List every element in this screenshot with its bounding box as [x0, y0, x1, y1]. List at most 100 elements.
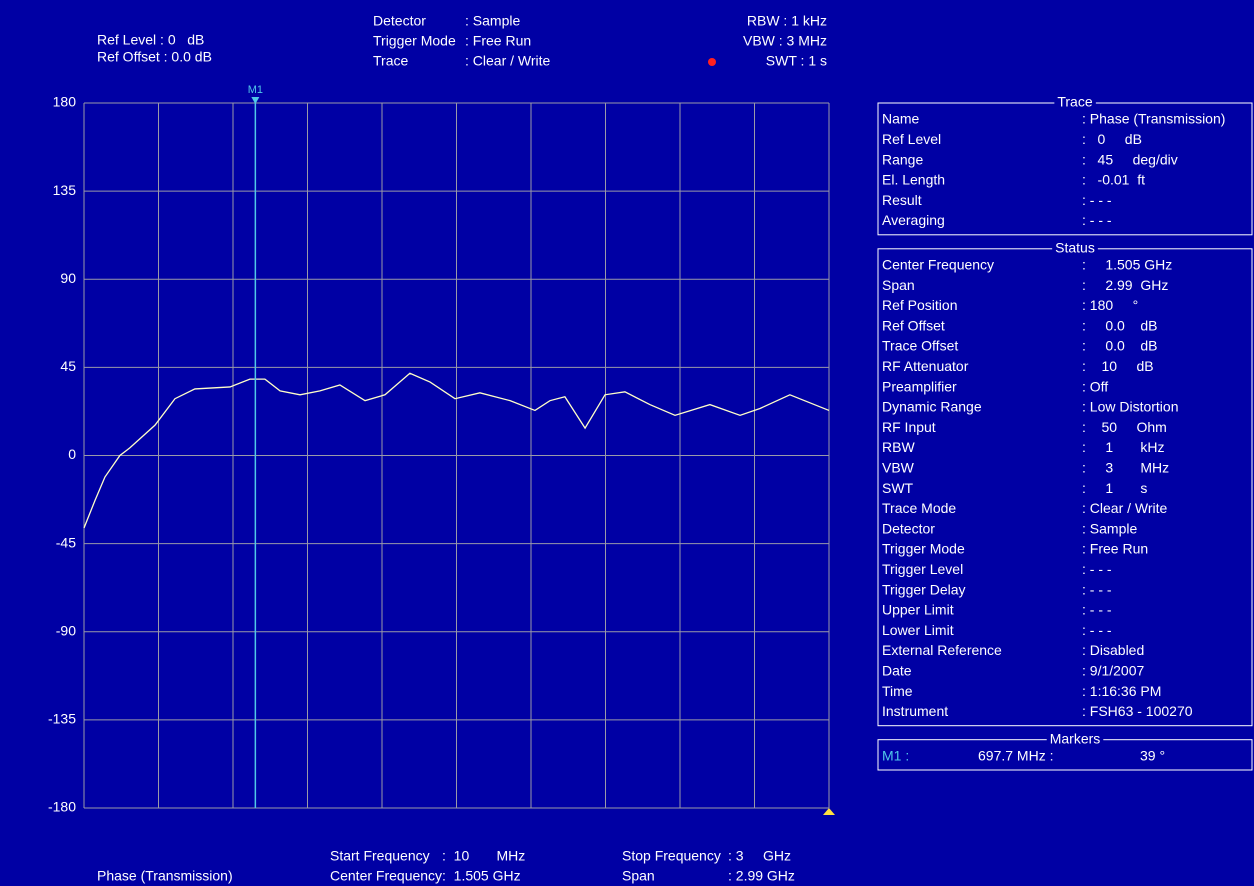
panel-cell: : Free Run	[1082, 541, 1148, 557]
header-setting: VBW : 3 MHz	[743, 33, 827, 49]
panel-title-bg	[1054, 101, 1096, 105]
footer-value: : 10 MHz	[442, 848, 525, 864]
y-tick-label: -90	[56, 622, 76, 638]
y-tick-label: 0	[68, 446, 76, 462]
header-setting: Ref Offset : 0.0 dB	[97, 49, 212, 65]
panel-cell: : 0.0 dB	[1082, 317, 1157, 333]
panel-cell: : -0.01 ft	[1082, 172, 1145, 188]
header-setting: Ref Level : 0 dB	[97, 32, 204, 48]
y-tick-label: -45	[56, 534, 76, 550]
panel-cell: Center Frequency	[882, 257, 994, 273]
panel-cell: : Low Distortion	[1082, 399, 1178, 415]
header-label: Trace	[373, 53, 408, 69]
panel-cell: Range	[882, 151, 923, 167]
ref-position-marker	[823, 808, 835, 815]
panel-cell: : - - -	[1082, 192, 1112, 208]
footer-value: : 1.505 GHz	[442, 868, 521, 884]
panel-cell: : 1:16:36 PM	[1082, 683, 1161, 699]
panel-cell: Dynamic Range	[882, 399, 982, 415]
panel-cell: 39 °	[1140, 747, 1165, 763]
panel-cell: Upper Limit	[882, 602, 954, 618]
panel-cell: : - - -	[1082, 561, 1112, 577]
footer-label: Start Frequency	[330, 848, 430, 864]
panel-title: Trace	[1057, 94, 1092, 110]
panel-cell: Trigger Delay	[882, 581, 966, 597]
panel-cell: Lower Limit	[882, 622, 954, 638]
panel-cell: : 1.505 GHz	[1082, 257, 1172, 273]
y-tick-label: 135	[53, 182, 77, 198]
y-tick-label: 45	[60, 358, 76, 374]
panel-cell: External Reference	[882, 642, 1002, 658]
panel-cell: Instrument	[882, 703, 948, 719]
panel-cell: : Disabled	[1082, 642, 1144, 658]
trace-line	[83, 372, 830, 529]
panel-cell: : 10 dB	[1082, 358, 1154, 374]
header-value: : Sample	[465, 13, 520, 29]
panel-cell: SWT	[882, 480, 914, 496]
panel-cell: : 0 dB	[1082, 131, 1142, 147]
footer-trace-name: Phase (Transmission)	[97, 868, 233, 884]
panel-cell: : - - -	[1082, 212, 1112, 228]
panel-cell: : - - -	[1082, 581, 1112, 597]
panel-cell: RBW	[882, 439, 915, 455]
panel-title: Status	[1055, 240, 1095, 256]
header-setting: RBW : 1 kHz	[747, 13, 827, 29]
header-label: Detector	[373, 13, 426, 29]
panel-cell: Result	[882, 192, 922, 208]
header-value: : Free Run	[465, 33, 531, 49]
panel-cell: : 0.0 dB	[1082, 338, 1157, 354]
footer-label: Span	[622, 868, 655, 884]
panel-cell: : 180 °	[1082, 297, 1138, 313]
panel-cell: : Phase (Transmission)	[1082, 111, 1225, 127]
panel-cell: : FSH63 - 100270	[1082, 703, 1193, 719]
header-value: : Clear / Write	[465, 53, 551, 69]
panel-cell: 697.7 MHz :	[978, 747, 1053, 763]
marker-triangle	[251, 97, 260, 104]
panel-cell: VBW	[882, 460, 915, 476]
header-setting: SWT : 1 s	[766, 53, 827, 69]
y-tick-label: -135	[48, 711, 76, 727]
panel-cell: : - - -	[1082, 602, 1112, 618]
panel-cell: Detector	[882, 520, 935, 536]
panel-cell: : Clear / Write	[1082, 500, 1168, 516]
panel-cell: Trigger Level	[882, 561, 963, 577]
panel-cell: Trace Mode	[882, 500, 956, 516]
panel-cell: : 3 MHz	[1082, 460, 1169, 476]
footer-value: : 3 GHz	[728, 848, 791, 864]
panel-cell: RF Attenuator	[882, 358, 969, 374]
panel-title-bg	[1052, 246, 1098, 251]
panel-cell: Preamplifier	[882, 378, 957, 394]
panel-cell: Averaging	[882, 212, 945, 228]
panel-cell: : - - -	[1082, 622, 1112, 638]
panel-cell: Trigger Mode	[882, 541, 965, 557]
panel-cell: : Off	[1082, 378, 1108, 394]
panel-cell: : 2.99 GHz	[1082, 277, 1168, 293]
panel-cell: M1 :	[882, 747, 909, 763]
panel-cell: Time	[882, 683, 913, 699]
footer-value: : 2.99 GHz	[728, 868, 795, 884]
panel-cell: Ref Offset	[882, 317, 945, 333]
panel-cell: : 1 s	[1082, 480, 1147, 496]
panel-cell: : 45 deg/div	[1082, 151, 1178, 167]
panel-cell: Span	[882, 277, 915, 293]
panel-cell: : 1 kHz	[1082, 439, 1164, 455]
y-tick-label: 180	[53, 94, 77, 110]
panel-cell: : 50 Ohm	[1082, 419, 1167, 435]
marker-label: M1	[248, 84, 263, 96]
panel-cell: Ref Level	[882, 131, 941, 147]
panel-cell: RF Input	[882, 419, 936, 435]
panel-cell: El. Length	[882, 172, 945, 188]
panel-cell: Name	[882, 111, 920, 127]
footer-label: Stop Frequency	[622, 848, 721, 864]
y-tick-label: 90	[60, 270, 76, 286]
panel-cell: : Sample	[1082, 520, 1137, 536]
panel-cell: Date	[882, 663, 912, 679]
y-tick-label: -180	[48, 799, 76, 815]
panel-title-bg	[1046, 737, 1104, 742]
sweep-indicator	[708, 58, 716, 66]
panel-title: Markers	[1050, 730, 1101, 746]
panel-cell: Ref Position	[882, 297, 957, 313]
footer-label: Center Frequency	[330, 868, 442, 884]
